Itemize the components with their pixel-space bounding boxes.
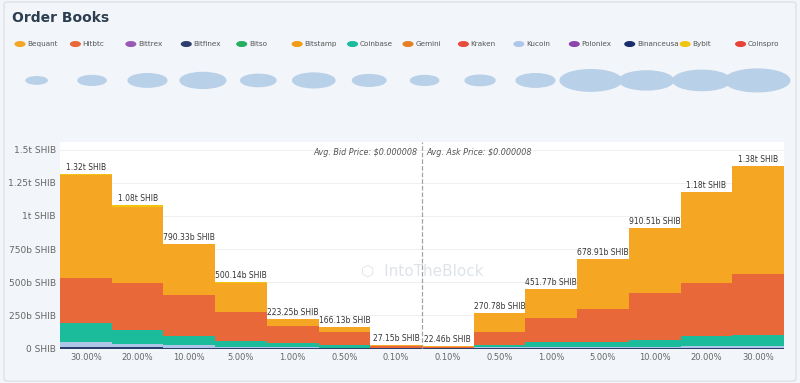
- Bar: [474, 313, 526, 332]
- Bar: [526, 289, 577, 318]
- Bar: [163, 295, 215, 336]
- Bar: [526, 347, 577, 348]
- Bar: [112, 344, 163, 347]
- Bar: [318, 327, 370, 332]
- Bar: [112, 283, 163, 331]
- Bar: [215, 347, 267, 348]
- Bar: [474, 347, 526, 348]
- Bar: [163, 244, 215, 295]
- Text: 166.13b SHIB: 166.13b SHIB: [318, 316, 370, 324]
- Bar: [215, 282, 267, 283]
- Text: 1.32t SHIB: 1.32t SHIB: [66, 162, 106, 172]
- Text: Coinbase: Coinbase: [360, 41, 393, 47]
- Text: 451.77b SHIB: 451.77b SHIB: [526, 278, 577, 286]
- Text: 270.78b SHIB: 270.78b SHIB: [474, 302, 526, 311]
- Text: Bitso: Bitso: [249, 41, 267, 47]
- Text: Coinspro: Coinspro: [748, 41, 779, 47]
- Bar: [732, 166, 784, 274]
- Bar: [112, 205, 163, 206]
- Bar: [267, 319, 318, 326]
- Text: 910.51b SHIB: 910.51b SHIB: [629, 217, 681, 226]
- Bar: [422, 346, 474, 347]
- Bar: [681, 346, 732, 348]
- Bar: [629, 340, 681, 347]
- Text: 500.14b SHIB: 500.14b SHIB: [215, 271, 267, 280]
- Bar: [732, 346, 784, 348]
- Bar: [318, 345, 370, 348]
- Bar: [577, 347, 629, 348]
- Bar: [422, 347, 474, 348]
- Bar: [681, 283, 732, 336]
- Text: Avg. Bid Price: $0.000008: Avg. Bid Price: $0.000008: [314, 148, 418, 157]
- Bar: [370, 347, 422, 348]
- Bar: [112, 347, 163, 349]
- Bar: [681, 336, 732, 346]
- Bar: [629, 228, 681, 293]
- Bar: [215, 283, 267, 312]
- Bar: [732, 274, 784, 335]
- Bar: [60, 323, 112, 342]
- Bar: [215, 340, 267, 347]
- Bar: [267, 347, 318, 348]
- Text: Kraken: Kraken: [470, 41, 496, 47]
- Bar: [577, 309, 629, 342]
- Text: Bybit: Bybit: [692, 41, 711, 47]
- Bar: [215, 312, 267, 340]
- Bar: [60, 173, 112, 175]
- Bar: [732, 335, 784, 346]
- Text: 1.18t SHIB: 1.18t SHIB: [686, 181, 726, 190]
- Bar: [267, 326, 318, 343]
- Text: 223.25b SHIB: 223.25b SHIB: [267, 308, 318, 317]
- Bar: [163, 348, 215, 349]
- Text: 790.33b SHIB: 790.33b SHIB: [163, 233, 215, 242]
- Bar: [215, 348, 267, 349]
- Bar: [474, 332, 526, 345]
- Text: 1.38t SHIB: 1.38t SHIB: [738, 155, 778, 164]
- Text: Hitbtc: Hitbtc: [82, 41, 105, 47]
- Bar: [577, 342, 629, 347]
- Bar: [112, 206, 163, 283]
- Bar: [112, 331, 163, 344]
- Bar: [163, 336, 215, 345]
- Bar: [474, 345, 526, 347]
- Bar: [370, 345, 422, 346]
- Text: 678.91b SHIB: 678.91b SHIB: [577, 247, 629, 257]
- Bar: [629, 347, 681, 348]
- Bar: [629, 293, 681, 340]
- Bar: [60, 175, 112, 278]
- Bar: [267, 343, 318, 347]
- Text: Bittrex: Bittrex: [138, 41, 162, 47]
- Bar: [526, 342, 577, 347]
- Text: Avg. Ask Price: $0.000008: Avg. Ask Price: $0.000008: [426, 148, 532, 157]
- Bar: [60, 347, 112, 349]
- Bar: [681, 192, 732, 283]
- Text: Order Books: Order Books: [12, 11, 109, 26]
- Text: Binanceusa: Binanceusa: [637, 41, 678, 47]
- Text: Kucoin: Kucoin: [526, 41, 550, 47]
- Bar: [60, 342, 112, 347]
- Text: Bitfinex: Bitfinex: [194, 41, 221, 47]
- Bar: [60, 278, 112, 323]
- Text: Bequant: Bequant: [27, 41, 58, 47]
- Bar: [163, 345, 215, 348]
- Bar: [681, 348, 732, 349]
- Bar: [318, 332, 370, 345]
- Text: Poloniex: Poloniex: [582, 41, 611, 47]
- Text: 22.46b SHIB: 22.46b SHIB: [425, 335, 471, 344]
- Text: Gemini: Gemini: [415, 41, 441, 47]
- Text: Bitstamp: Bitstamp: [304, 41, 337, 47]
- Bar: [577, 259, 629, 309]
- Bar: [526, 318, 577, 342]
- Text: 27.15b SHIB: 27.15b SHIB: [373, 334, 419, 343]
- Bar: [267, 348, 318, 349]
- Bar: [370, 346, 422, 347]
- Text: ⬡  IntoTheBlock: ⬡ IntoTheBlock: [361, 264, 483, 279]
- Bar: [732, 348, 784, 349]
- Text: 1.08t SHIB: 1.08t SHIB: [118, 194, 158, 203]
